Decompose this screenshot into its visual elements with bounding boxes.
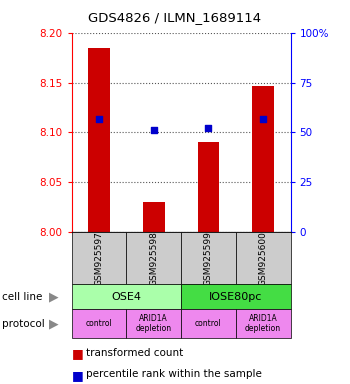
Text: control: control <box>195 319 222 328</box>
Text: GSM925599: GSM925599 <box>204 231 213 286</box>
Text: ARID1A
depletion: ARID1A depletion <box>245 314 281 333</box>
Text: GSM925600: GSM925600 <box>259 231 268 286</box>
Text: ■: ■ <box>72 369 84 382</box>
Text: percentile rank within the sample: percentile rank within the sample <box>86 369 262 379</box>
Text: ▶: ▶ <box>49 290 59 303</box>
Text: GDS4826 / ILMN_1689114: GDS4826 / ILMN_1689114 <box>89 12 261 25</box>
Text: transformed count: transformed count <box>86 348 183 358</box>
Bar <box>252 86 274 232</box>
Text: protocol: protocol <box>2 318 44 329</box>
Text: cell line: cell line <box>2 291 42 302</box>
Bar <box>88 48 110 232</box>
Point <box>206 126 211 132</box>
Text: control: control <box>86 319 112 328</box>
Text: IOSE80pc: IOSE80pc <box>209 291 262 302</box>
Text: ARID1A
depletion: ARID1A depletion <box>136 314 172 333</box>
Text: ■: ■ <box>72 348 84 361</box>
Point <box>260 116 266 122</box>
Text: GSM925598: GSM925598 <box>149 231 158 286</box>
Bar <box>143 202 165 232</box>
Point <box>96 116 102 122</box>
Text: GSM925597: GSM925597 <box>94 231 104 286</box>
Point <box>151 127 156 134</box>
Text: ▶: ▶ <box>49 317 59 330</box>
Text: OSE4: OSE4 <box>111 291 141 302</box>
Bar <box>197 142 219 232</box>
